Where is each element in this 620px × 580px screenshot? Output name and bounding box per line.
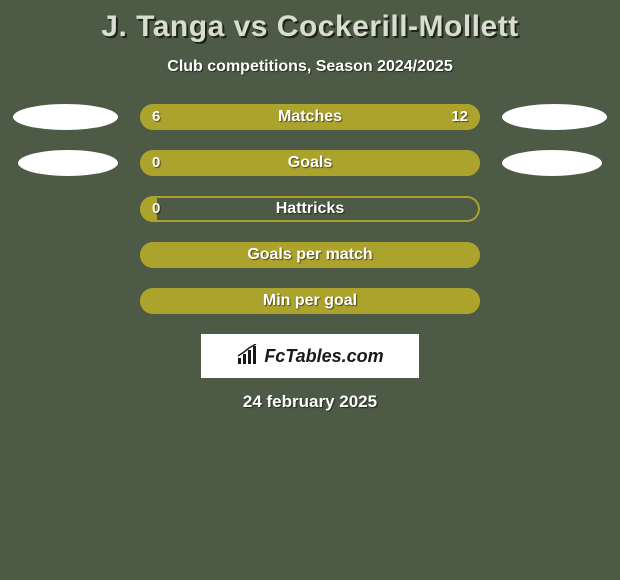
bar-label: Min per goal [140,288,480,314]
bar-label: Matches [140,104,480,130]
bar-label: Goals per match [140,242,480,268]
date-label: 24 february 2025 [0,392,620,412]
bar-label: Goals [140,150,480,176]
comparison-infographic: J. Tanga vs Cockerill-Mollett Club compe… [0,0,620,580]
bar-chart-icon [236,344,260,368]
brand-text: FcTables.com [264,346,383,367]
stat-rows: 6Matches12 0Goals 0Hattricks Goals per matc… [0,104,620,314]
left-ellipse [18,150,118,176]
right-ellipse [502,150,602,176]
stat-row: 0Goals [0,150,620,176]
stat-bar: Goals per match [140,242,480,268]
stat-bar: 6Matches12 [140,104,480,130]
left-ellipse [13,104,118,130]
bar-value-right: 12 [451,104,468,130]
stat-bar: 0Goals [140,150,480,176]
bar-label: Hattricks [140,196,480,222]
stat-bar: Min per goal [140,288,480,314]
stat-row: 0Hattricks [0,196,620,222]
stat-row: Min per goal [0,288,620,314]
page-title: J. Tanga vs Cockerill-Mollett [0,0,620,44]
right-ellipse [502,104,607,130]
brand-badge: FcTables.com [201,334,419,378]
stat-row: 6Matches12 [0,104,620,130]
subtitle: Club competitions, Season 2024/2025 [0,58,620,76]
stat-bar: 0Hattricks [140,196,480,222]
stat-row: Goals per match [0,242,620,268]
